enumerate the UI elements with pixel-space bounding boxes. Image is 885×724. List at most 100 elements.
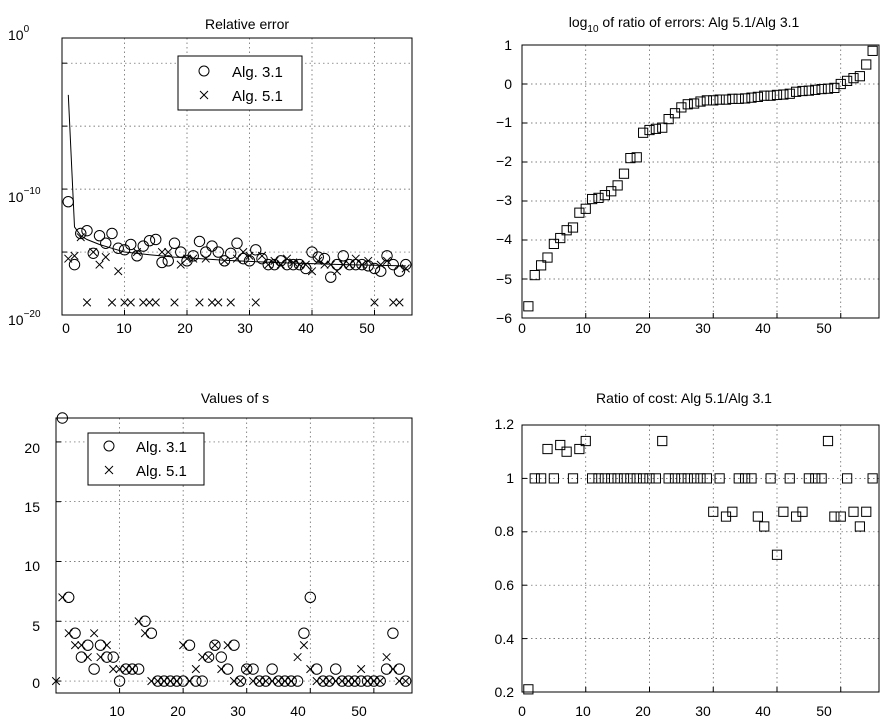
data-point-x — [267, 676, 277, 686]
data-point-x — [214, 298, 223, 307]
panel-4-ytick-label: 0.4 — [495, 631, 515, 647]
data-point-circle — [120, 663, 132, 675]
data-point-x — [376, 676, 385, 686]
data-point-x — [331, 676, 340, 686]
data-point-square — [606, 186, 617, 197]
data-point-circle — [250, 244, 262, 256]
data-point-x — [270, 256, 279, 265]
data-point-x — [370, 298, 379, 307]
data-point-x — [101, 252, 110, 262]
data-point-circle — [82, 639, 94, 651]
data-point-circle — [331, 258, 343, 271]
data-point-circle — [256, 252, 268, 265]
data-point-square — [689, 98, 700, 109]
data-point-circle — [399, 675, 412, 687]
data-point-x — [109, 664, 118, 674]
panel-4-xtick-label: 50 — [816, 703, 832, 719]
data-point-square — [638, 127, 649, 138]
data-point-x — [369, 676, 379, 686]
data-point-x — [89, 629, 99, 638]
data-point-square — [816, 83, 827, 95]
data-point-circle — [143, 234, 156, 247]
data-point-x — [325, 676, 334, 686]
data-point-x — [261, 676, 270, 686]
data-point-x — [363, 676, 372, 686]
data-point-square — [695, 96, 706, 107]
data-point-circle — [355, 675, 367, 687]
data-point-circle — [349, 675, 361, 687]
panel-1-legend: Alg. 3.1 Alg. 5.1 — [177, 55, 303, 111]
data-point-x — [102, 641, 112, 650]
panel-3-ytick-label: 5 — [32, 618, 40, 634]
data-point-x — [166, 676, 175, 686]
data-point-x — [204, 652, 213, 662]
data-point-square — [676, 473, 687, 484]
data-point-square — [644, 473, 655, 484]
data-point-circle — [312, 251, 324, 263]
data-point-x — [145, 298, 154, 307]
data-point-circle — [75, 651, 88, 663]
data-point-circle — [279, 675, 291, 687]
data-point-square — [708, 95, 719, 106]
data-point-circle — [291, 675, 304, 687]
data-point-square — [803, 473, 814, 484]
data-point-x — [157, 247, 167, 257]
panel-2-ytick-label: −3 — [496, 192, 512, 208]
data-point-x — [293, 652, 302, 662]
data-point-circle — [368, 262, 381, 275]
data-point-circle — [93, 229, 106, 242]
data-point-x — [236, 676, 245, 686]
data-point-circle — [112, 242, 124, 254]
data-point-square — [650, 473, 661, 484]
data-point-x — [172, 676, 181, 686]
panel-4-xtick-label: 40 — [755, 703, 771, 719]
data-point-square — [848, 506, 859, 517]
panel-1-xtick-label: 40 — [298, 320, 314, 336]
data-point-circle — [317, 675, 329, 687]
data-point-circle — [281, 258, 293, 271]
data-point-circle — [374, 675, 386, 687]
data-point-circle — [215, 651, 227, 663]
data-point-x — [401, 676, 410, 686]
data-point-x — [178, 641, 188, 650]
data-point-square — [599, 190, 610, 201]
data-point-circle — [177, 675, 189, 687]
panel-2-ytick-label: −6 — [496, 310, 512, 326]
data-point-circle — [241, 663, 253, 675]
data-point-x — [191, 664, 201, 674]
data-point-square — [580, 435, 591, 447]
data-point-x — [114, 267, 123, 276]
data-point-square — [829, 82, 840, 94]
panel-2-title: log10 of ratio of errors: Alg 5.1/Alg 3.… — [569, 14, 800, 35]
data-point-square — [669, 108, 681, 119]
data-point-square — [720, 94, 732, 105]
data-point-x — [382, 256, 392, 265]
data-point-square — [778, 89, 789, 100]
panel-4-ytick-label: 0.6 — [495, 577, 515, 593]
data-point-circle — [106, 227, 118, 240]
panel-2-xtick-label: 50 — [816, 320, 832, 336]
data-point-square — [657, 122, 668, 133]
data-point-x — [232, 254, 242, 263]
data-point-square — [822, 83, 834, 94]
data-point-circle — [387, 258, 399, 271]
panel-3-xtick-label: 40 — [290, 703, 306, 719]
data-point-square — [542, 252, 553, 263]
data-point-square — [714, 94, 725, 105]
data-point-square — [682, 473, 693, 484]
data-point-square — [822, 435, 834, 447]
data-point-x — [58, 593, 67, 602]
data-point-x — [159, 676, 169, 686]
data-point-circle — [206, 240, 218, 252]
data-point-circle — [393, 265, 406, 277]
panel-1-xtick-label: 50 — [359, 320, 375, 336]
data-point-square — [854, 521, 865, 532]
panel-2-marks — [523, 45, 878, 312]
data-point-circle — [87, 247, 99, 259]
panel-3-xtick-label: 10 — [109, 703, 125, 719]
data-point-square — [829, 511, 840, 522]
data-point-square — [861, 59, 872, 70]
panel-2-ytick-label: −2 — [496, 153, 512, 169]
data-point-x — [332, 267, 342, 276]
data-point-x — [189, 254, 198, 263]
